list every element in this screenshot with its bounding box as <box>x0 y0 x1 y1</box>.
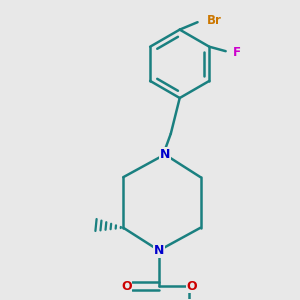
Text: N: N <box>160 148 170 161</box>
Text: O: O <box>186 280 197 292</box>
Text: F: F <box>233 46 241 59</box>
Text: N: N <box>154 244 164 257</box>
Text: Br: Br <box>206 14 221 27</box>
Text: O: O <box>121 280 131 292</box>
